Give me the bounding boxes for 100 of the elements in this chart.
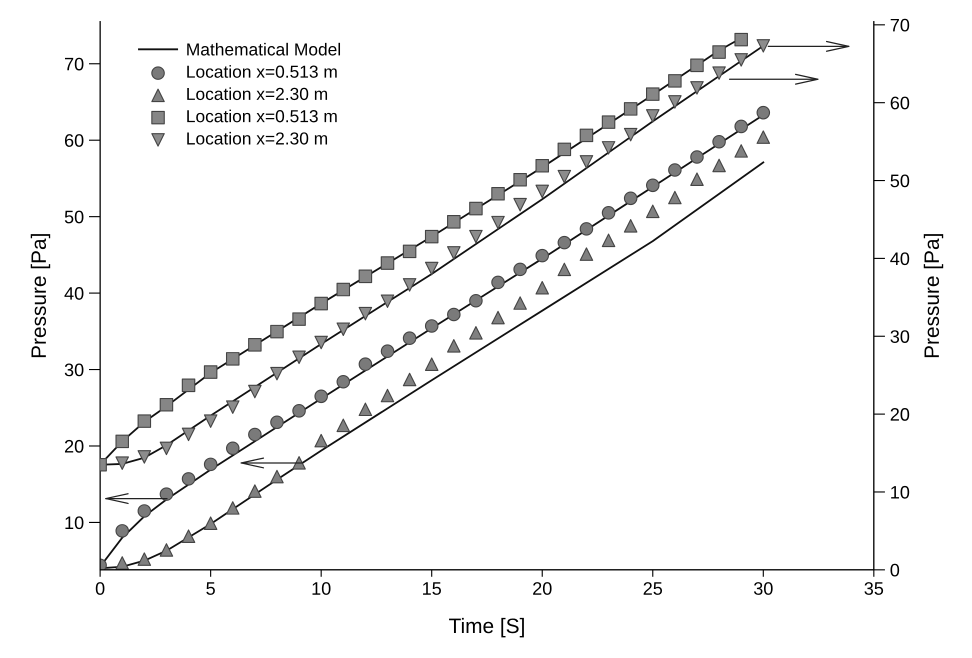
point [160, 398, 174, 412]
point [580, 247, 594, 261]
point [447, 215, 461, 229]
legend-label: Location x=0.513 m [187, 65, 337, 78]
point [734, 144, 748, 158]
point [160, 543, 174, 557]
point [690, 172, 704, 186]
point [491, 187, 505, 201]
point [690, 150, 704, 164]
point [424, 319, 438, 333]
y2-tick-label: 10 [891, 486, 910, 499]
y-tick-label: 30 [64, 363, 84, 376]
x-tick-label: 30 [754, 582, 773, 595]
point [558, 142, 572, 156]
x-tick-label: 0 [96, 582, 104, 595]
point [204, 458, 218, 472]
y-tick-label: 60 [64, 134, 84, 147]
point [182, 428, 196, 442]
x-tick-label: 35 [864, 582, 884, 595]
point [668, 163, 682, 177]
point [469, 294, 483, 308]
y-tick-label: 20 [64, 440, 84, 453]
point [734, 120, 748, 134]
point [380, 294, 394, 308]
y2-tick-label: 70 [890, 18, 910, 32]
point [558, 236, 572, 250]
point [380, 344, 394, 358]
legend-label: Location x=2.30 m [187, 87, 328, 100]
point [712, 134, 726, 148]
point [402, 278, 416, 292]
point [115, 524, 129, 538]
point [712, 45, 726, 59]
point [756, 106, 770, 120]
point [160, 442, 174, 456]
point [491, 216, 505, 230]
point [358, 357, 372, 371]
legend-label: Location x=0.513 m [187, 110, 337, 122]
point [115, 456, 129, 470]
point [270, 366, 284, 380]
point [734, 53, 748, 67]
y2-tick-label: 60 [890, 96, 910, 110]
point [226, 352, 240, 366]
y2-tick-label: 30 [890, 330, 910, 343]
legend-label: Mathematical Model [187, 42, 340, 56]
point [447, 308, 461, 322]
point [182, 472, 196, 486]
y-tick-label: 70 [64, 58, 84, 70]
point [292, 456, 306, 470]
x-tick-label: 5 [206, 582, 215, 595]
legend-label: Location x=2.30 m [187, 132, 328, 145]
point [646, 178, 660, 192]
point [270, 470, 284, 484]
point [668, 190, 682, 204]
point [314, 390, 328, 404]
point [138, 552, 152, 566]
point [314, 336, 328, 350]
point [668, 95, 682, 109]
point [535, 184, 550, 198]
point [204, 414, 218, 428]
point [469, 202, 483, 216]
y-tick-label: 10 [65, 516, 84, 530]
point [424, 230, 438, 244]
y2-axis-title: Pressure [Pa] [924, 234, 944, 358]
point [226, 501, 240, 515]
point [314, 434, 328, 448]
point [712, 158, 726, 172]
point [491, 310, 505, 324]
point [248, 484, 262, 498]
point [535, 158, 550, 173]
point [447, 339, 461, 353]
point [624, 192, 638, 206]
point [756, 130, 770, 144]
point [336, 375, 350, 389]
y2-tick-label: 0 [890, 564, 900, 577]
point [115, 434, 129, 448]
point [712, 66, 726, 80]
point [226, 442, 240, 456]
point [513, 262, 527, 276]
point [558, 170, 572, 184]
point [270, 324, 284, 338]
y2-tick-label: 50 [890, 174, 910, 188]
point [292, 350, 306, 364]
point [624, 219, 638, 233]
point [690, 81, 704, 95]
point [138, 450, 152, 464]
point [336, 418, 350, 432]
point [424, 357, 438, 371]
point [204, 365, 218, 379]
point [248, 384, 262, 398]
point [292, 312, 306, 326]
point [513, 198, 527, 212]
x-axis-title: Time [S] [449, 618, 524, 638]
point [248, 338, 262, 352]
point [314, 296, 328, 310]
point [513, 296, 527, 310]
point [646, 204, 660, 218]
point [624, 102, 638, 116]
point [491, 276, 505, 290]
point [602, 206, 616, 220]
point [580, 222, 594, 236]
